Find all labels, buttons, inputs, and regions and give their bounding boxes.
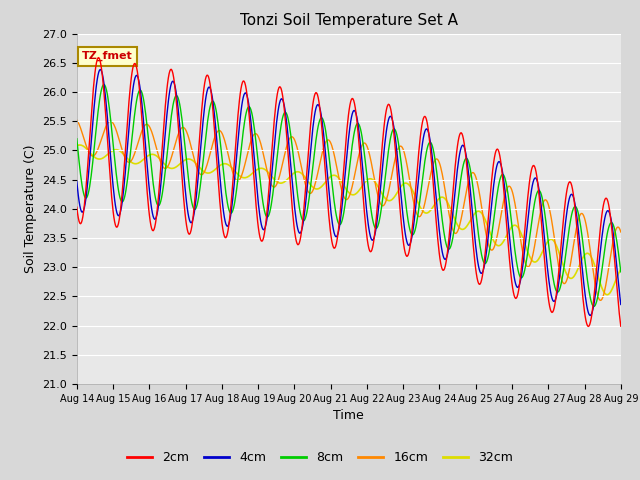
Text: TZ_fmet: TZ_fmet bbox=[82, 51, 133, 61]
X-axis label: Time: Time bbox=[333, 409, 364, 422]
Title: Tonzi Soil Temperature Set A: Tonzi Soil Temperature Set A bbox=[240, 13, 458, 28]
Y-axis label: Soil Temperature (C): Soil Temperature (C) bbox=[24, 144, 36, 273]
Legend: 2cm, 4cm, 8cm, 16cm, 32cm: 2cm, 4cm, 8cm, 16cm, 32cm bbox=[122, 446, 518, 469]
